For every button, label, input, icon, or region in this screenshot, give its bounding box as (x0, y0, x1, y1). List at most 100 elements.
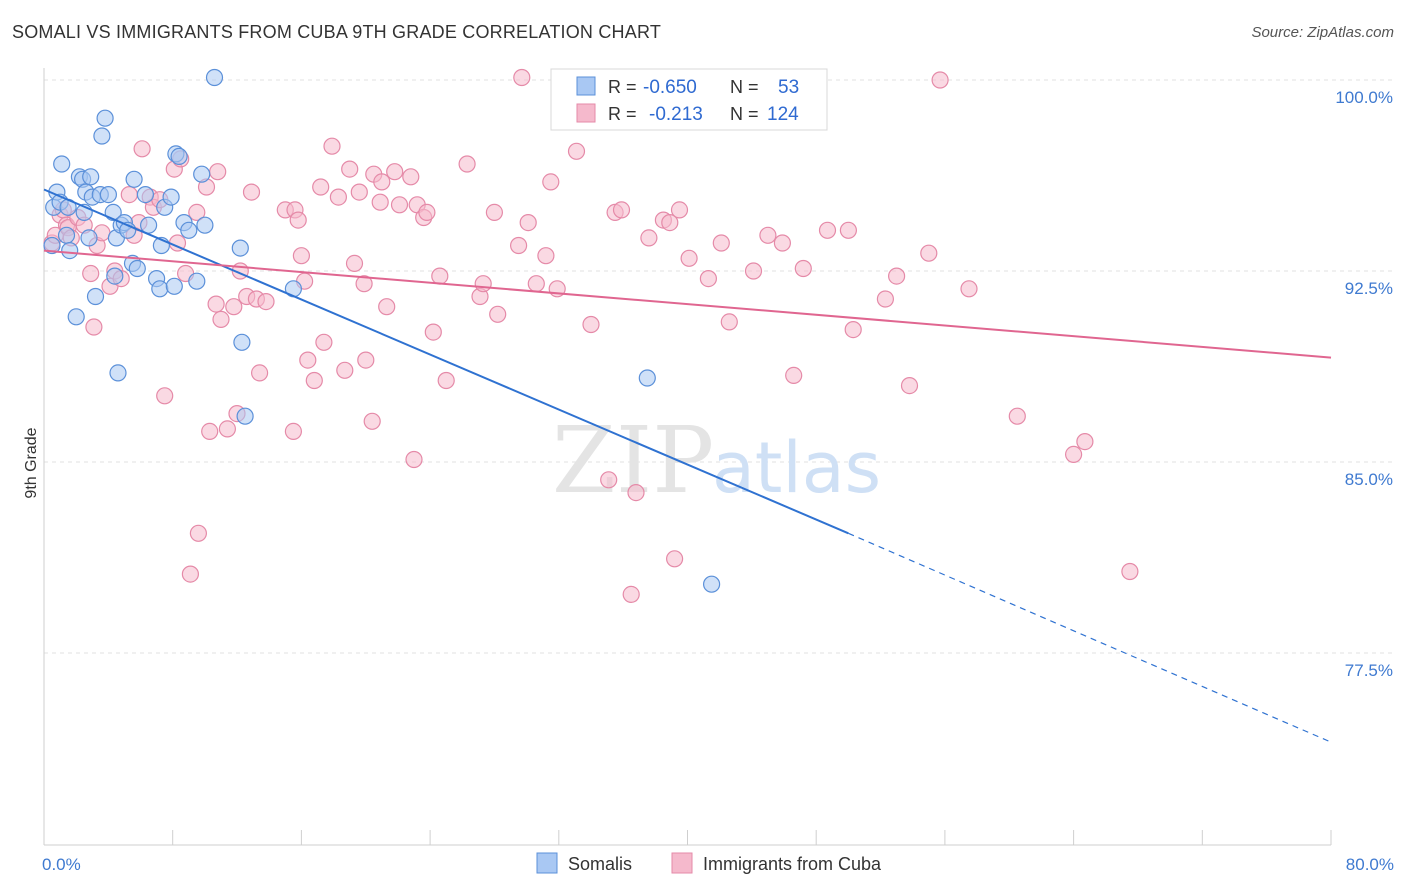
y-tick-label: 100.0% (1335, 88, 1393, 107)
point-somali (125, 170, 143, 188)
point-cuba (218, 420, 236, 438)
point-cuba (567, 142, 586, 160)
point-cuba (431, 267, 449, 285)
point-somali (170, 147, 188, 165)
point-cuba (818, 221, 837, 239)
legend-r-label-1: R = (608, 77, 637, 97)
legend-n-value-2: 124 (767, 104, 799, 125)
point-somali (151, 280, 169, 298)
point-somali (233, 333, 251, 351)
point-cuba (133, 140, 151, 158)
point-cuba (390, 196, 409, 214)
point-cuba (458, 155, 476, 173)
x-ticks (43, 830, 1332, 845)
point-cuba (323, 137, 341, 155)
point-cuba (960, 280, 978, 298)
point-cuba (120, 186, 138, 204)
trend-line-somali-extension (848, 532, 1332, 743)
watermark-atlas: atlas (712, 427, 881, 509)
point-cuba (712, 234, 730, 252)
point-cuba (744, 262, 763, 280)
point-cuba (405, 450, 423, 469)
y-tick-label: 77.5% (1345, 661, 1393, 680)
point-cuba (485, 203, 503, 221)
point-cuba (289, 211, 307, 229)
point-cuba (378, 298, 396, 316)
series-somali-points (43, 68, 721, 593)
series-legend: Somalis Immigrants from Cuba (536, 852, 882, 874)
point-cuba (329, 188, 347, 206)
point-cuba (251, 364, 269, 382)
point-cuba (1121, 562, 1139, 581)
point-cuba (350, 183, 368, 201)
point-cuba (627, 484, 645, 502)
point-cuba (665, 550, 684, 568)
point-cuba (489, 305, 507, 323)
point-somali (702, 575, 721, 593)
point-somali (61, 242, 79, 260)
point-cuba (312, 178, 330, 196)
point-somali (109, 364, 127, 382)
point-cuba (542, 173, 560, 191)
legend-box (550, 68, 828, 131)
series-legend-swatch-cuba (671, 852, 693, 874)
x-tick-label-max: 80.0% (1346, 855, 1394, 874)
point-cuba (537, 247, 555, 265)
legend-swatch-cuba (576, 103, 596, 123)
point-somali (231, 239, 249, 257)
point-cuba (209, 163, 227, 181)
point-cuba (386, 163, 404, 181)
point-cuba (341, 160, 359, 178)
point-cuba (292, 247, 310, 265)
y-axis-title: 9th Grade (23, 427, 40, 498)
point-somali (96, 109, 114, 127)
point-cuba (299, 351, 317, 369)
point-cuba (527, 275, 545, 293)
trend-line-somali (43, 188, 849, 535)
point-somali (67, 308, 85, 326)
point-cuba (82, 264, 100, 283)
point-cuba (371, 193, 389, 211)
point-cuba (640, 229, 658, 247)
point-cuba (336, 361, 354, 379)
point-cuba (373, 173, 391, 191)
point-cuba (207, 295, 225, 313)
point-somali (93, 127, 111, 145)
point-somali (53, 155, 71, 173)
point-cuba (600, 471, 618, 489)
point-cuba (418, 203, 436, 221)
point-cuba (1076, 433, 1094, 451)
point-cuba (242, 183, 261, 201)
legend-r-value-1: -0.650 (643, 77, 697, 98)
chart-title: SOMALI VS IMMIGRANTS FROM CUBA 9TH GRADE… (12, 22, 662, 42)
point-cuba (189, 524, 207, 542)
point-cuba (212, 310, 230, 328)
point-somali (162, 188, 180, 206)
point-cuba (424, 323, 442, 341)
point-cuba (839, 221, 858, 239)
watermark: ZIP atlas (552, 407, 881, 514)
x-tick-label-min: 0.0% (42, 855, 81, 874)
point-cuba (315, 333, 333, 351)
point-somali (236, 407, 254, 425)
trend-line-cuba (43, 249, 1332, 359)
point-somali (188, 272, 206, 290)
point-somali (205, 68, 224, 87)
point-cuba (363, 412, 381, 430)
legend-n-label-2: N = (730, 104, 759, 124)
point-cuba (357, 351, 375, 369)
point-cuba (622, 585, 640, 604)
point-cuba (345, 254, 364, 272)
point-somali (82, 168, 100, 186)
point-cuba (85, 318, 103, 336)
point-cuba (519, 214, 537, 232)
point-cuba (931, 71, 949, 89)
correlation-legend: R = -0.650 N = 53 R = -0.213 N = 124 (550, 68, 828, 131)
point-cuba (582, 315, 600, 334)
point-cuba (355, 275, 373, 293)
point-cuba (474, 275, 492, 293)
point-somali (136, 186, 154, 204)
point-cuba (876, 290, 895, 308)
point-cuba (1064, 445, 1083, 463)
point-cuba (188, 203, 206, 221)
